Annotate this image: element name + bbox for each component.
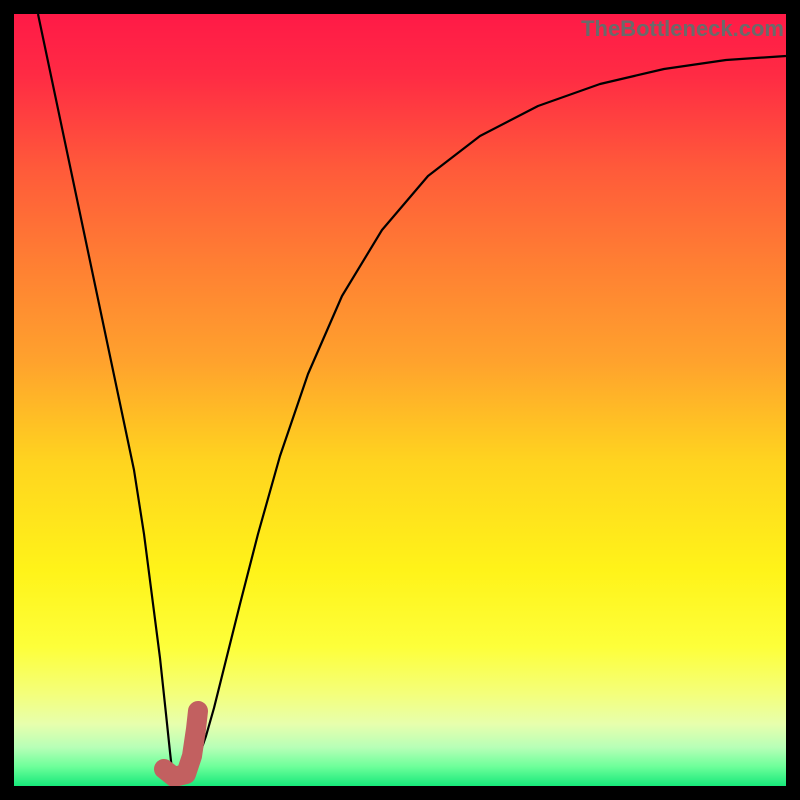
- watermark-label: TheBottleneck.com: [581, 16, 784, 42]
- chart-frame: TheBottleneck.com: [0, 0, 800, 800]
- gradient-background: [14, 14, 786, 786]
- chart-svg: [14, 14, 786, 786]
